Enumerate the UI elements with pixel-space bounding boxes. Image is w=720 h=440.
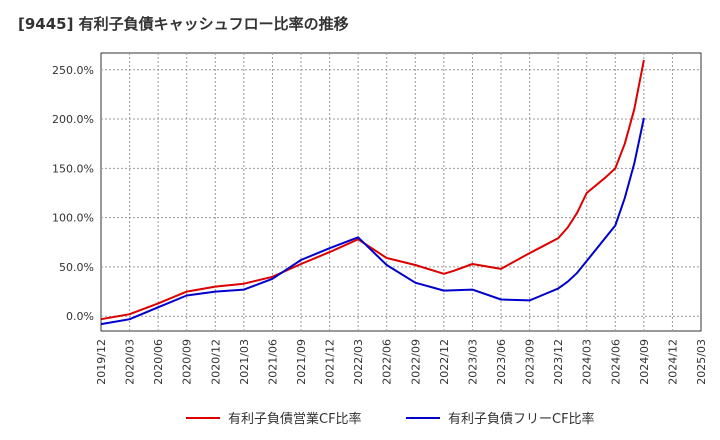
legend-label-operating-cf: 有利子負債営業CF比率: [228, 412, 362, 427]
legend-swatch-red: [186, 416, 220, 419]
x-tick-label: 2022/09: [409, 339, 422, 385]
x-tick-label: 2019/12: [95, 339, 108, 385]
series-line-0: [100, 59, 645, 321]
series-line-1: [100, 117, 645, 326]
x-tick-label: 2022/03: [352, 339, 365, 385]
chart-title: [9445] 有利子負債キャッシュフロー比率の推移: [18, 15, 349, 33]
series-lines: [100, 59, 645, 326]
x-tick-label: 2020/03: [124, 339, 137, 385]
x-tick-label: 2025/03: [695, 339, 708, 385]
x-tick-label: 2020/06: [152, 339, 165, 385]
legend-label-free-cf: 有利子負債フリーCF比率: [448, 412, 595, 427]
legend-swatch-blue: [406, 416, 440, 419]
x-tick-label: 2023/06: [495, 339, 508, 385]
x-tick-label: 2022/06: [381, 339, 394, 385]
y-tick-label: 100.0%: [52, 212, 94, 225]
y-tick-label: 200.0%: [52, 113, 94, 126]
x-tick-label: 2024/09: [638, 339, 651, 385]
line-chart: 0.0% 50.0% 100.0% 150.0% 200.0% 250.0% 2019/1…: [52, 52, 708, 385]
grid-lines: [101, 53, 701, 331]
x-tick-label: 2024/12: [666, 339, 679, 385]
legend-item-operating-cf: 有利子負債営業CF比率: [186, 408, 362, 427]
x-tick-label: 2021/06: [266, 339, 279, 385]
x-tick-label: 2021/03: [238, 339, 251, 385]
y-axis-ticks: 0.0% 50.0% 100.0% 150.0% 200.0% 250.0%: [52, 64, 94, 323]
y-tick-label: 50.0%: [59, 261, 94, 274]
x-tick-label: 2020/12: [209, 339, 222, 385]
x-tick-label: 2021/09: [295, 339, 308, 385]
x-axis-ticks: 2019/12 2020/03 2020/06 2020/09 2020/12 2021/…: [95, 339, 708, 385]
x-tick-label: 2023/03: [466, 339, 479, 385]
x-tick-label: 2024/06: [609, 339, 622, 385]
x-tick-label: 2023/09: [524, 339, 537, 385]
y-tick-label: 0.0%: [66, 310, 94, 323]
y-tick-label: 150.0%: [52, 162, 94, 175]
x-tick-label: 2020/09: [181, 339, 194, 385]
y-tick-label: 250.0%: [52, 64, 94, 77]
x-tick-label: 2021/12: [324, 339, 337, 385]
legend: 有利子負債営業CF比率 有利子負債フリーCF比率: [0, 400, 720, 430]
x-tick-label: 2023/12: [552, 339, 565, 385]
x-tick-label: 2022/12: [438, 339, 451, 385]
legend-item-free-cf: 有利子負債フリーCF比率: [406, 408, 595, 427]
x-tick-label: 2024/03: [581, 339, 594, 385]
plot-area: [100, 52, 702, 332]
